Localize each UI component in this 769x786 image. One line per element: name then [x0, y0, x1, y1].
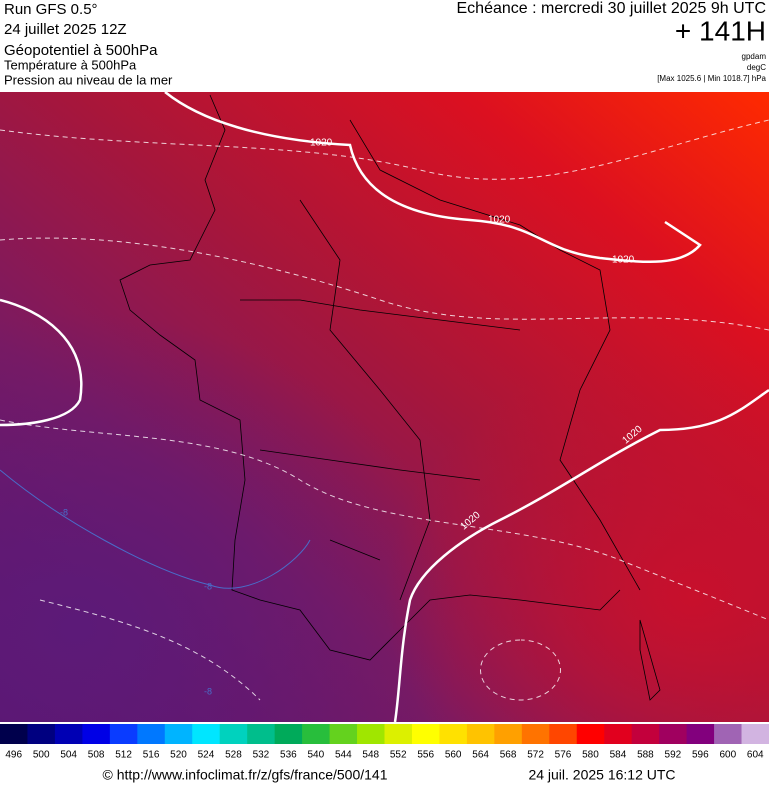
isobar-label: 1020: [612, 255, 635, 266]
colorbar-swatch: [631, 724, 660, 744]
colorbar-label: 516: [143, 750, 160, 761]
isotherm-label: -8: [204, 581, 212, 591]
borders: [240, 119, 661, 701]
colorbar-swatch: [82, 724, 111, 744]
colorbar-swatch: [302, 724, 331, 744]
colorbar-swatch: [384, 724, 413, 744]
run-date: 24 juillet 2025 12Z: [4, 21, 127, 38]
valid-time: Echéance : mercredi 30 juillet 2025 9h U…: [457, 0, 767, 17]
colorbar-swatch: [659, 724, 688, 744]
colorbar-label: 600: [719, 750, 736, 761]
isotherm: [0, 419, 769, 621]
colorbar-label: 524: [198, 750, 215, 761]
timestamp: 24 juil. 2025 16:12 UTC: [528, 767, 675, 783]
colorbar-label: 544: [335, 750, 352, 761]
isotherm: [0, 119, 769, 180]
colorbar-swatch: [741, 724, 769, 744]
colorbar-label: 564: [472, 750, 489, 761]
colorbar-swatch: [164, 724, 193, 744]
colorbar-swatch: [0, 724, 28, 744]
unit-temperature: degC: [747, 63, 766, 72]
source-url: © http://www.infoclimat.fr/z/gfs/france/…: [103, 767, 388, 783]
colorbar-label: 532: [253, 750, 270, 761]
colorbar-swatch: [329, 724, 358, 744]
colorbar-label: 584: [610, 750, 627, 761]
colorbar-label: 604: [747, 750, 764, 761]
colorbar-swatch: [604, 724, 633, 744]
colorbar-label: 548: [362, 750, 379, 761]
lead-time: + 141H: [675, 15, 766, 46]
isobar-label: 1020: [310, 138, 333, 149]
colorbar-swatch: [714, 724, 743, 744]
colorbar-label: 496: [5, 750, 22, 761]
colorbar-swatch: [54, 724, 83, 744]
colorbar-label: 508: [88, 750, 105, 761]
warm-area: [0, 92, 769, 722]
isotherm-label: -8: [204, 686, 212, 696]
colorbar-swatch: [494, 724, 523, 744]
isobar: [393, 388, 769, 723]
colorbar-swatch: [549, 724, 578, 744]
colorbar-swatch: [27, 724, 56, 744]
colorbar-label: 500: [33, 750, 50, 761]
colorbar-swatch: [247, 724, 276, 744]
colorbar-label: 580: [582, 750, 599, 761]
colorbar-swatch: [466, 724, 495, 744]
colorbar-label: 528: [225, 750, 242, 761]
colorbar-swatch: [411, 724, 440, 744]
colorbar-label: 512: [115, 750, 132, 761]
colorbar-swatch: [357, 724, 385, 744]
colorbar: 496 500 504 508 512 516 520 524 528 532 536 540 544 5…: [0, 724, 769, 761]
isobar: [0, 298, 83, 427]
colorbar-label: 588: [637, 750, 654, 761]
colorbar-label: 556: [417, 750, 434, 761]
isotherm: [39, 599, 261, 701]
subtitle-pressure: Pression au niveau de la mer: [4, 72, 173, 87]
run: Run GFS 0.5°: [4, 1, 98, 18]
colorbar-label: 568: [500, 750, 517, 761]
pressure-range: [Max 1025.6 | Min 1018.7] hPa: [657, 74, 766, 83]
isotherm-label: -8: [60, 507, 68, 517]
colorbar-label: 540: [307, 750, 324, 761]
colorbar-swatch: [137, 724, 166, 744]
colorbar-swatch: [192, 724, 221, 744]
isotherm: [0, 237, 769, 331]
colorbar-label: 520: [170, 750, 187, 761]
colorbar-label: 576: [555, 750, 572, 761]
colorbar-label: 536: [280, 750, 297, 761]
colorbar-swatch: [219, 724, 248, 744]
isotherm-cold: [0, 469, 311, 589]
colorbar-swatch: [439, 724, 468, 744]
colorbar-label: 552: [390, 750, 407, 761]
isotherm: [480, 639, 561, 701]
colorbar-swatch: [521, 724, 550, 744]
colorbar-label: 572: [527, 750, 544, 761]
colorbar-label: 592: [665, 750, 682, 761]
colorbar-swatch: [686, 724, 715, 744]
isobar-label: 1020: [488, 215, 511, 226]
isobar: [164, 91, 702, 264]
colorbar-swatch: [274, 724, 303, 744]
colorbar-label: 596: [692, 750, 709, 761]
coastline: [119, 94, 621, 661]
colorbar-swatch: [109, 724, 138, 744]
title: Géopotentiel à 500hPa: [4, 42, 158, 59]
map: 1020 1020 1020 1020 1020 -8 -8 -8: [0, 91, 769, 723]
colorbar-label: 504: [60, 750, 77, 761]
subtitle-temperature: Température à 500hPa: [4, 57, 137, 72]
colorbar-swatch: [576, 724, 605, 744]
unit-geopotential: gpdam: [742, 52, 767, 61]
colorbar-label: 560: [445, 750, 462, 761]
